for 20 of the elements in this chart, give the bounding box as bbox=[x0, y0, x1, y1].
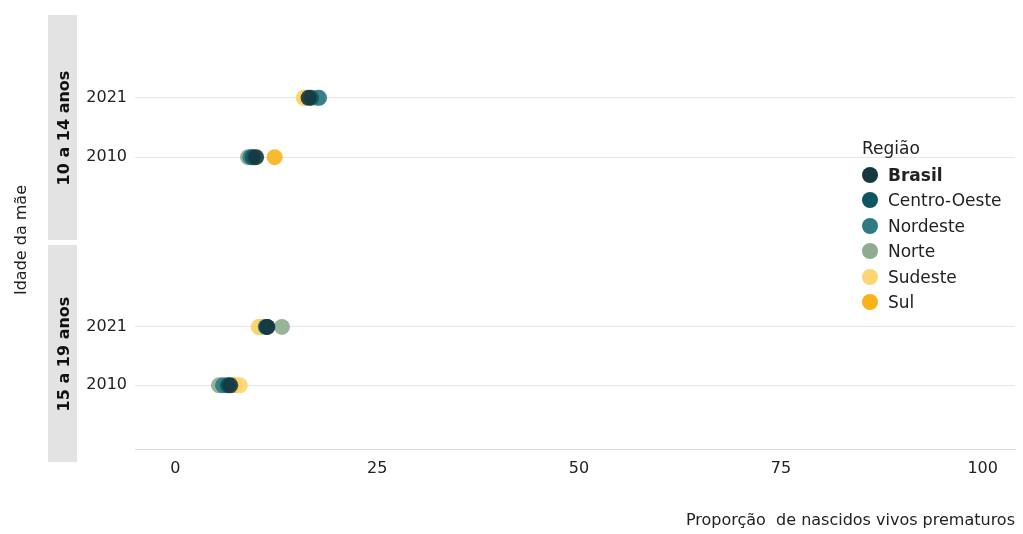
y-tick-label: 2021 bbox=[86, 87, 127, 106]
legend-label: Centro-Oeste bbox=[888, 190, 1002, 211]
x-tick-label: 75 bbox=[770, 458, 792, 478]
x-tick-label: 100 bbox=[967, 458, 998, 478]
legend-title: Região bbox=[862, 138, 921, 158]
facet-strip: 10 a 14 anos bbox=[48, 15, 77, 240]
x-tick-label: 50 bbox=[568, 458, 590, 478]
legend-label: Nordeste bbox=[888, 215, 966, 236]
legend-label: Sudeste bbox=[888, 266, 957, 287]
x-tick-label: 25 bbox=[367, 458, 388, 478]
legend-label: Norte bbox=[888, 241, 936, 262]
y-tick-label: 2010 bbox=[86, 374, 127, 394]
legend-label: Brasil bbox=[888, 164, 943, 185]
y-tick-label: 2010 bbox=[86, 146, 127, 166]
legend-label: Sul bbox=[888, 292, 915, 313]
y-tick-label: 2021 bbox=[86, 316, 127, 336]
x-axis-title: Proporção de nascidos vivos prematuros bbox=[685, 509, 1015, 529]
y-axis-title: Idade da mãe bbox=[10, 184, 30, 296]
x-tick-label: 0 bbox=[170, 458, 181, 478]
facet-strip: 15 a 19 anos bbox=[48, 245, 77, 462]
